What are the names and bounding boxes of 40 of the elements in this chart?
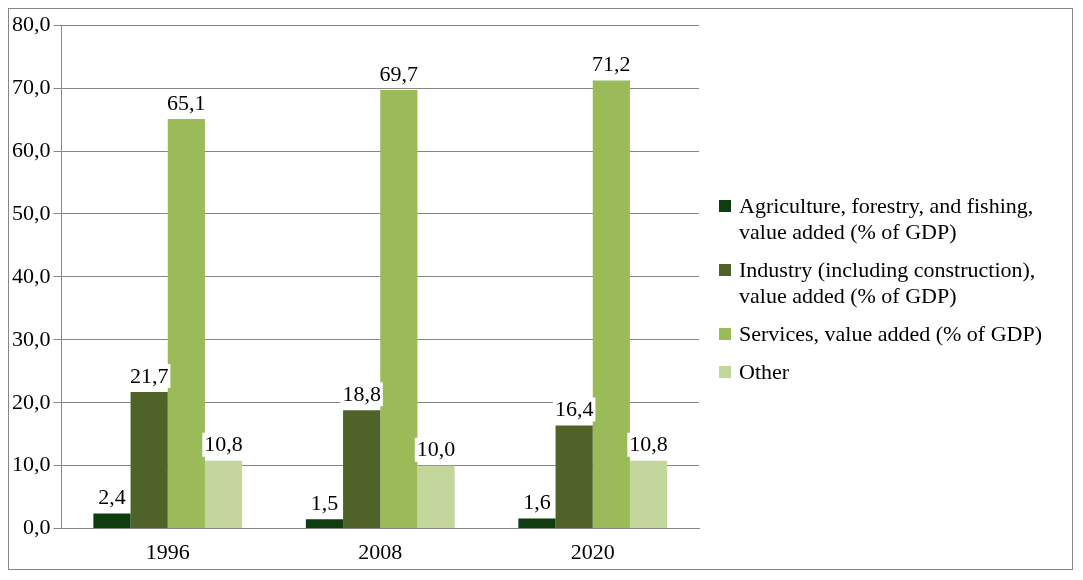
data-label: 18,8 xyxy=(342,381,381,407)
data-label: 10,0 xyxy=(416,436,456,462)
data-label: 10,8 xyxy=(629,431,668,457)
legend-label: Agriculture, forestry, and fishing, value added (% of GDP) xyxy=(739,193,1035,245)
data-label: 1,5 xyxy=(310,489,339,515)
bar xyxy=(204,460,243,529)
data-label: 69,7 xyxy=(379,60,419,86)
y-tick-label: 50,0 xyxy=(12,199,51,225)
data-label: 2,4 xyxy=(98,484,126,510)
bar xyxy=(518,518,556,529)
bar xyxy=(555,425,593,529)
legend-label: Industry (including construction), value added (% of GDP) xyxy=(739,257,1037,309)
legend-label: Other xyxy=(739,359,790,385)
bar xyxy=(417,465,455,529)
bar xyxy=(305,519,344,529)
data-label: 16,4 xyxy=(554,396,594,422)
bar xyxy=(167,118,205,529)
data-label: 65,1 xyxy=(167,89,206,115)
y-tick-label: 20,0 xyxy=(12,388,51,414)
data-label: 1,6 xyxy=(523,489,551,515)
bar xyxy=(380,90,418,529)
y-tick-label: 40,0 xyxy=(12,262,51,288)
bar xyxy=(629,460,668,529)
x-tick-label: 2008 xyxy=(358,538,403,564)
bar xyxy=(592,80,630,529)
data-label: 71,2 xyxy=(592,51,631,77)
y-tick-label: 80,0 xyxy=(12,10,51,36)
data-label: 21,7 xyxy=(129,362,169,388)
y-tick-label: 30,0 xyxy=(12,325,51,351)
bar xyxy=(93,513,131,529)
y-tick-label: 70,0 xyxy=(12,73,51,99)
x-tick-label: 2020 xyxy=(570,538,615,564)
y-tick-label: 0,0 xyxy=(23,514,51,540)
y-tick-label: 60,0 xyxy=(12,136,51,162)
data-label: 10,8 xyxy=(204,431,243,457)
bar xyxy=(130,392,168,529)
legend-label: Services, value added (% of GDP) xyxy=(739,321,1043,347)
y-tick-label: 10,0 xyxy=(12,451,51,477)
x-tick-label: 1996 xyxy=(145,538,190,564)
bar xyxy=(343,410,381,529)
